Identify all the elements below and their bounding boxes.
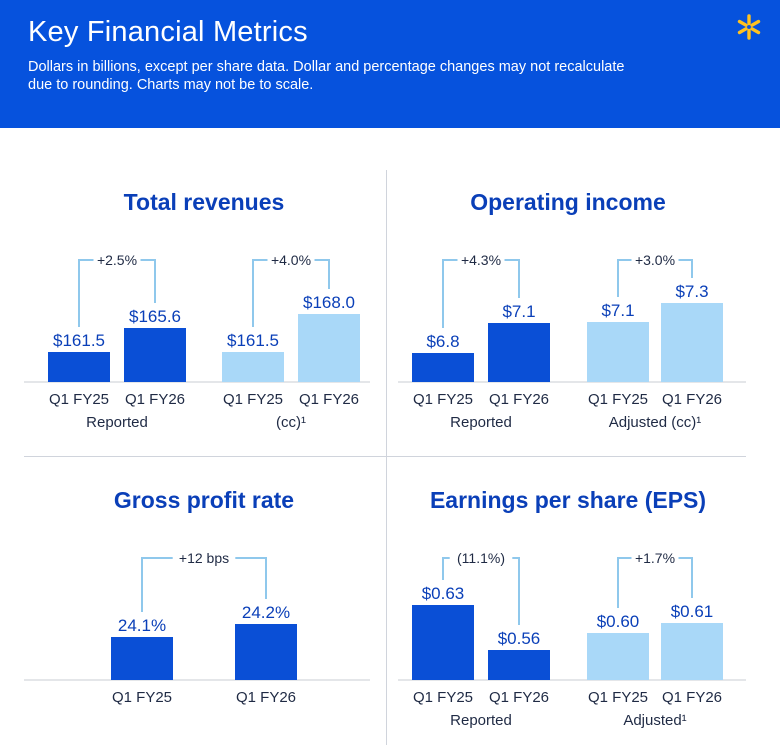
bar bbox=[235, 624, 297, 680]
group-label: Reported bbox=[86, 414, 148, 431]
change-bracket-left bbox=[442, 259, 458, 328]
category-label: Q1 FY25 bbox=[588, 689, 648, 706]
category-label: Q1 FY26 bbox=[125, 391, 185, 408]
category-label: Q1 FY25 bbox=[49, 391, 109, 408]
group-label: Reported bbox=[450, 712, 512, 729]
change-bracket-left bbox=[617, 259, 632, 297]
chart-title: Operating income bbox=[470, 189, 666, 215]
change-bracket-right bbox=[512, 557, 520, 625]
spark-icon bbox=[737, 14, 761, 40]
bar bbox=[222, 352, 284, 382]
bar-value-label: $7.3 bbox=[675, 282, 708, 301]
bar bbox=[298, 314, 360, 382]
change-label: +3.0% bbox=[635, 252, 675, 268]
bar-value-label: $165.6 bbox=[129, 307, 181, 326]
category-label: Q1 FY25 bbox=[223, 391, 283, 408]
bar bbox=[412, 353, 474, 382]
change-bracket-right bbox=[314, 259, 330, 289]
change-bracket-right bbox=[678, 259, 693, 278]
bar bbox=[661, 303, 723, 382]
change-label: +12 bps bbox=[179, 550, 229, 566]
vertical-divider bbox=[386, 170, 387, 745]
bar bbox=[488, 323, 550, 382]
chart-title: Gross profit rate bbox=[114, 487, 294, 513]
bar-value-label: $0.61 bbox=[671, 602, 714, 621]
change-bracket-left bbox=[617, 557, 632, 608]
bar bbox=[587, 633, 649, 680]
bar-value-label: $161.5 bbox=[227, 331, 279, 350]
change-bracket-left bbox=[252, 259, 268, 327]
change-bracket-right bbox=[235, 557, 267, 599]
horizontal-divider bbox=[24, 456, 746, 457]
category-label: Q1 FY25 bbox=[588, 391, 648, 408]
chart-title: Total revenues bbox=[124, 189, 285, 215]
category-label: Q1 FY25 bbox=[112, 689, 172, 706]
bar bbox=[111, 637, 173, 680]
change-bracket-left bbox=[442, 557, 450, 580]
group-label: (cc)¹ bbox=[276, 414, 306, 431]
change-label: +4.3% bbox=[461, 252, 501, 268]
category-label: Q1 FY25 bbox=[413, 391, 473, 408]
bar bbox=[661, 623, 723, 680]
bar bbox=[488, 650, 550, 680]
bar bbox=[124, 328, 186, 382]
change-bracket-left bbox=[78, 259, 94, 327]
change-bracket-right bbox=[678, 557, 693, 598]
change-bracket-right bbox=[140, 259, 156, 303]
bar-value-label: $7.1 bbox=[601, 301, 634, 320]
bar-value-label: $0.63 bbox=[422, 584, 465, 603]
bar-value-label: $161.5 bbox=[53, 331, 105, 350]
change-label: +2.5% bbox=[97, 252, 137, 268]
category-label: Q1 FY26 bbox=[489, 689, 549, 706]
group-label: Adjusted¹ bbox=[623, 712, 686, 729]
page-title: Key Financial Metrics bbox=[28, 16, 308, 48]
page-subtitle: Dollars in billions, except per share da… bbox=[28, 59, 625, 93]
bar-value-label: $0.60 bbox=[597, 612, 640, 631]
change-bracket-right bbox=[504, 259, 520, 298]
bar-value-label: $0.56 bbox=[498, 629, 541, 648]
bar-value-label: 24.2% bbox=[242, 603, 290, 622]
category-label: Q1 FY26 bbox=[236, 689, 296, 706]
category-label: Q1 FY26 bbox=[489, 391, 549, 408]
change-label: (11.1%) bbox=[457, 550, 505, 566]
change-label: +4.0% bbox=[271, 252, 311, 268]
bar bbox=[587, 322, 649, 382]
category-label: Q1 FY26 bbox=[662, 689, 722, 706]
category-label: Q1 FY26 bbox=[299, 391, 359, 408]
category-label: Q1 FY25 bbox=[413, 689, 473, 706]
bar bbox=[48, 352, 110, 382]
group-label: Reported bbox=[450, 414, 512, 431]
change-bracket-left bbox=[141, 557, 173, 612]
bar-value-label: $7.1 bbox=[502, 302, 535, 321]
header-banner: Key Financial Metrics Dollars in billion… bbox=[0, 0, 780, 128]
change-label: +1.7% bbox=[635, 550, 675, 566]
bar-value-label: 24.1% bbox=[118, 616, 166, 635]
category-label: Q1 FY26 bbox=[662, 391, 722, 408]
bar-value-label: $6.8 bbox=[426, 332, 459, 351]
bar bbox=[412, 605, 474, 680]
bar-value-label: $168.0 bbox=[303, 293, 355, 312]
chart-title: Earnings per share (EPS) bbox=[430, 487, 706, 513]
group-label: Adjusted (cc)¹ bbox=[609, 414, 702, 431]
